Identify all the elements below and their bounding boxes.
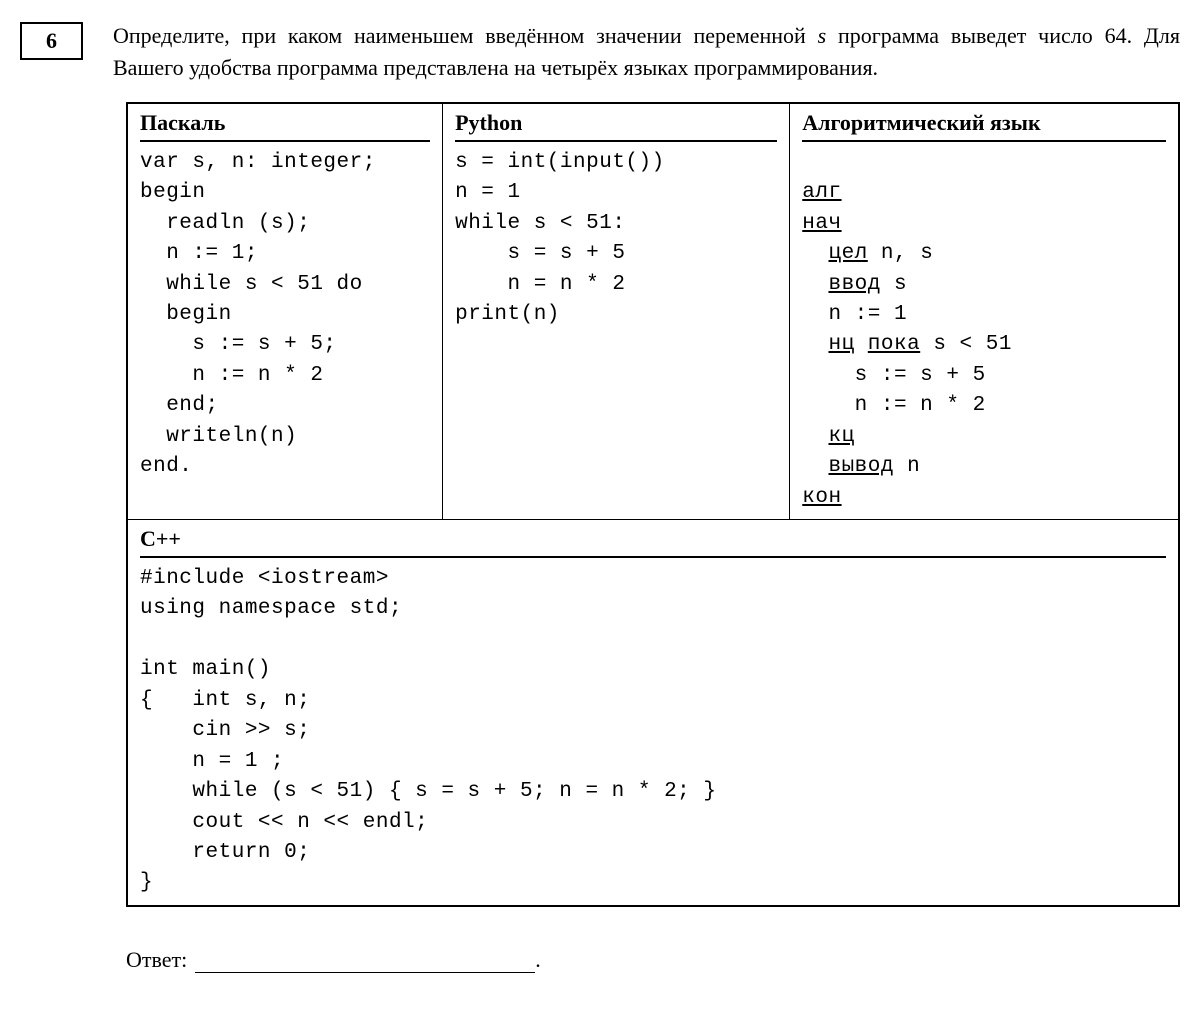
table-row: С++ #include <iostream> using namespace …: [127, 520, 1179, 906]
cell-cpp: С++ #include <iostream> using namespace …: [127, 520, 1179, 906]
algo-l7: s := s + 5: [802, 364, 985, 387]
algo-kw-alg: алг: [802, 181, 841, 204]
answer-label: Ответ:: [126, 947, 187, 973]
algo-kw-cel: цел: [828, 242, 867, 265]
answer-period: .: [535, 947, 541, 973]
algo-kw-nc: нц: [828, 333, 854, 356]
cell-algo: Алгоритмический язык алг нач цел n, s вв…: [790, 103, 1179, 520]
problem-number: 6: [46, 28, 57, 53]
problem-statement: Определите, при каком наименьшем введённ…: [113, 20, 1180, 84]
algo-kw-poka: пока: [868, 333, 920, 356]
header-cpp: С++: [140, 526, 1166, 558]
code-cpp: #include <iostream> using namespace std;…: [140, 564, 1166, 899]
algo-l3-rest: n, s: [868, 242, 934, 265]
header-pascal: Паскаль: [140, 110, 430, 142]
code-algo: алг нач цел n, s ввод s n := 1 нц пока s…: [802, 148, 1166, 513]
algo-l6-rest: s < 51: [920, 333, 1012, 356]
answer-blank-line: [195, 951, 535, 973]
problem-number-box: 6: [20, 22, 83, 60]
code-pascal: var s, n: integer; begin readln (s); n :…: [140, 148, 430, 483]
algo-kw-nach: нач: [802, 212, 841, 235]
algo-l5: n := 1: [802, 303, 907, 326]
content-area: Паскаль var s, n: integer; begin readln …: [20, 102, 1180, 973]
header-python: Python: [455, 110, 777, 142]
algo-l10-rest: n: [894, 455, 920, 478]
algo-kw-vyvod: вывод: [828, 455, 894, 478]
algo-l4-rest: s: [881, 273, 907, 296]
code-table: Паскаль var s, n: integer; begin readln …: [126, 102, 1180, 907]
table-row: Паскаль var s, n: integer; begin readln …: [127, 103, 1179, 520]
algo-kw-kon: кон: [802, 486, 841, 509]
algo-kw-vvod: ввод: [828, 273, 880, 296]
algo-kw-kc: кц: [828, 425, 854, 448]
answer-section: Ответ: .: [126, 947, 1180, 973]
problem-text-1: Определите, при каком наименьшем введённ…: [113, 23, 818, 48]
problem-header: 6 Определите, при каком наименьшем введё…: [20, 20, 1180, 84]
cell-python: Python s = int(input()) n = 1 while s < …: [443, 103, 790, 520]
cell-pascal: Паскаль var s, n: integer; begin readln …: [127, 103, 443, 520]
algo-l8: n := n * 2: [802, 394, 985, 417]
header-algo: Алгоритмический язык: [802, 110, 1166, 142]
code-python: s = int(input()) n = 1 while s < 51: s =…: [455, 148, 777, 331]
problem-variable: s: [818, 23, 827, 48]
